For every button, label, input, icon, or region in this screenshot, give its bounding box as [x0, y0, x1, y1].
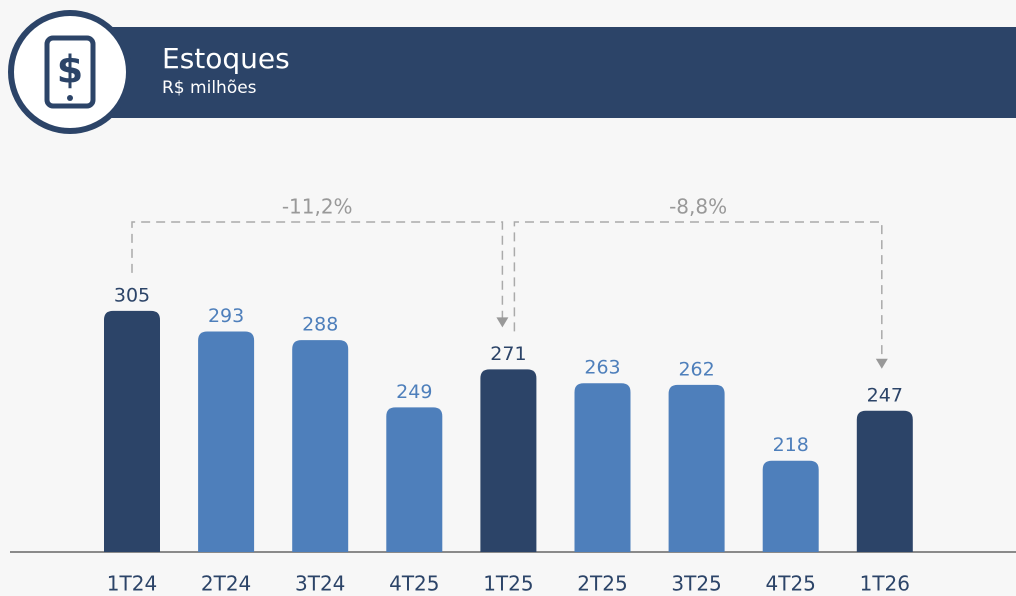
x-tick-label: 2T24 [201, 572, 251, 596]
value-label: 293 [208, 305, 244, 327]
x-tick-label: 4T25 [389, 572, 439, 596]
header-band [70, 27, 1016, 118]
value-label: 271 [490, 343, 526, 365]
annotation: -11,2% [282, 195, 353, 219]
x-tick-label: 1T25 [483, 572, 533, 596]
x-tick-label: 3T25 [671, 572, 721, 596]
icon-circle [8, 10, 132, 134]
arrow-head [875, 358, 888, 369]
value-label: 262 [678, 358, 714, 380]
chart-subtitle: R$ milhões [162, 78, 257, 98]
bar [104, 310, 160, 552]
bar [198, 331, 255, 552]
connector [513, 221, 883, 361]
bar [292, 340, 349, 552]
phone-icon: $ [44, 35, 96, 109]
x-tick-label: 2T25 [577, 572, 627, 596]
bar [386, 407, 443, 552]
value-label: 305 [114, 284, 150, 306]
bar [480, 369, 537, 552]
value-label: 263 [584, 357, 620, 379]
value-label: 218 [773, 434, 809, 456]
svg-text:$: $ [57, 48, 83, 92]
bar [574, 383, 631, 552]
value-label: 288 [302, 314, 338, 336]
x-tick-label: 4T25 [766, 572, 816, 596]
chart-title: Estoques [162, 42, 290, 75]
bar [856, 410, 913, 552]
annotation: -8,8% [669, 195, 727, 219]
x-tick-label: 1T24 [107, 572, 157, 596]
bar [762, 460, 819, 552]
value-label: 247 [867, 384, 903, 406]
bar [668, 384, 725, 552]
value-label: 249 [396, 381, 432, 403]
x-tick-label: 3T24 [295, 572, 345, 596]
connector [131, 221, 504, 320]
arrow-head [496, 317, 509, 328]
x-tick-label: 1T26 [860, 572, 910, 596]
